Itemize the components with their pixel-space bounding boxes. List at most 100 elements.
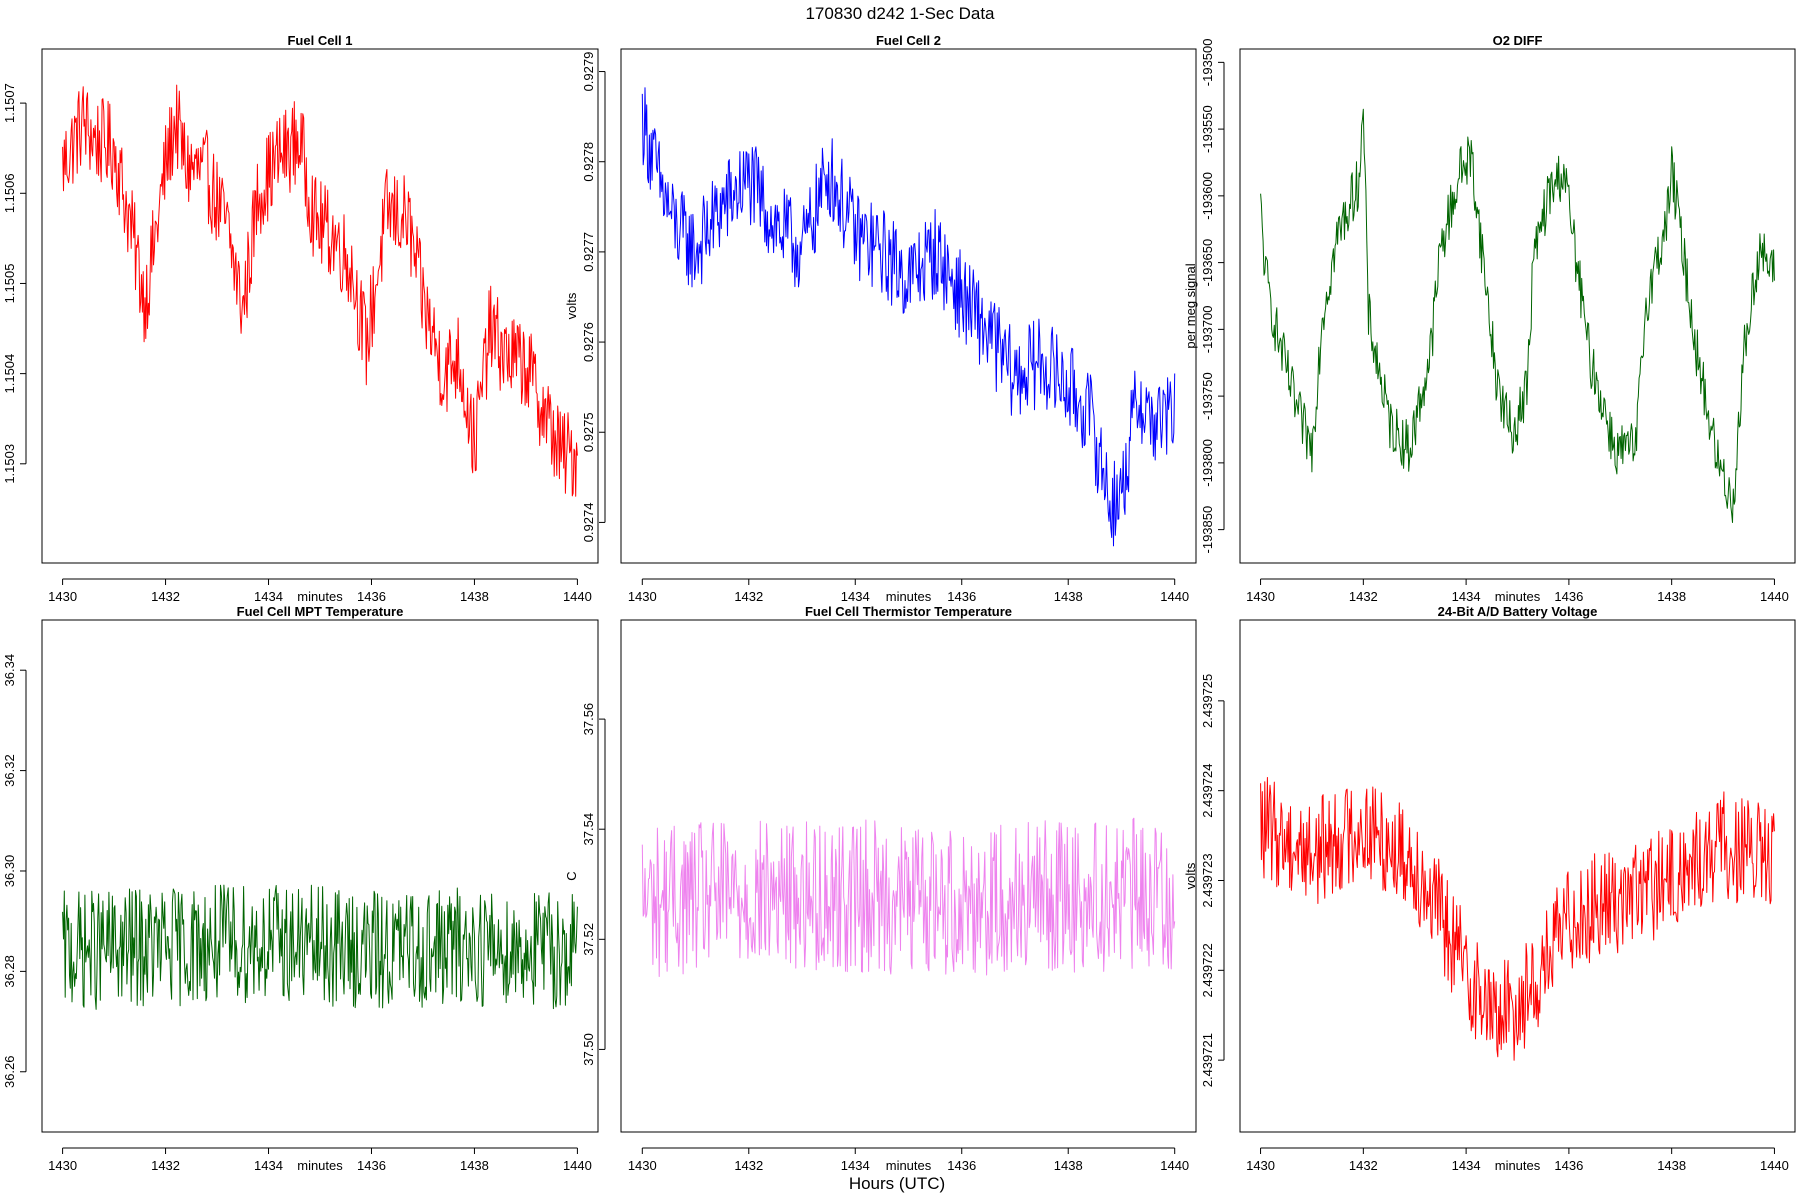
chart-panel-4: Fuel Cell MPT Temperature 1430 1432 1434 143… xyxy=(2,604,599,1173)
x-tick-label: 1430 xyxy=(628,1158,657,1173)
x-tick-label: 1434 xyxy=(1452,589,1481,604)
x-axis-label: minutes xyxy=(297,589,343,604)
y-tick-label: 2.439724 xyxy=(1200,764,1215,818)
y-tick-label: 0.9277 xyxy=(581,232,596,272)
chart-panels: Fuel Cell 1 1430 1432 1434 1436 1438 1440 minut… xyxy=(2,33,1796,1173)
y-tick-label: 36.30 xyxy=(2,855,17,888)
x-tick-label: 1436 xyxy=(947,1158,976,1173)
x-tick-label: 1440 xyxy=(1760,589,1789,604)
x-tick-label: 1436 xyxy=(1554,1158,1583,1173)
y-tick-label: 1.1504 xyxy=(2,354,17,394)
panel-title: Fuel Cell 2 xyxy=(876,33,941,48)
y-tick-label: 36.26 xyxy=(2,1055,17,1088)
x-tick-label: 1436 xyxy=(357,1158,386,1173)
series-line xyxy=(641,87,1176,547)
y-tick-label: -193550 xyxy=(1200,105,1215,153)
y-tick-label: 2.439723 xyxy=(1200,853,1215,907)
x-tick-label: 1430 xyxy=(1246,1158,1275,1173)
x-tick-label: 1432 xyxy=(734,1158,763,1173)
y-tick-label: -193750 xyxy=(1200,372,1215,420)
x-tick-label: 1440 xyxy=(563,589,592,604)
x-axis-label: minutes xyxy=(297,1158,343,1173)
y-tick-label: 36.28 xyxy=(2,955,17,988)
y-tick-label: 0.9276 xyxy=(581,322,596,362)
y-tick-label: 1.1505 xyxy=(2,264,17,304)
chart-panel-3: O2 DIFF 1430 1432 1434 1436 1438 1440 minutes -1… xyxy=(1183,33,1796,604)
panel-title: O2 DIFF xyxy=(1493,33,1543,48)
panel-title: Fuel Cell MPT Temperature xyxy=(237,604,404,619)
x-tick-label: 1438 xyxy=(460,589,489,604)
x-tick-label: 1440 xyxy=(563,1158,592,1173)
series-line xyxy=(1260,777,1775,1061)
series-line xyxy=(641,817,1176,977)
x-tick-label: 1432 xyxy=(1349,1158,1378,1173)
y-tick-label: 2.439722 xyxy=(1200,943,1215,997)
x-tick-label: 1430 xyxy=(48,589,77,604)
y-tick-label: 37.52 xyxy=(581,923,596,956)
x-axis-label: minutes xyxy=(886,1158,932,1173)
x-tick-label: 1430 xyxy=(628,589,657,604)
panel-title: Fuel Cell 1 xyxy=(287,33,352,48)
x-tick-label: 1440 xyxy=(1160,589,1189,604)
y-tick-label: -193650 xyxy=(1200,239,1215,287)
x-tick-label: 1440 xyxy=(1760,1158,1789,1173)
y-tick-label: -193700 xyxy=(1200,306,1215,354)
y-tick-label: 1.1507 xyxy=(2,83,17,123)
figure-title: 170830 d242 1-Sec Data xyxy=(805,4,995,23)
plot-frame xyxy=(41,48,599,564)
y-axis-label: C xyxy=(564,871,579,880)
y-tick-label: 1.1503 xyxy=(2,444,17,484)
chart-panel-2: Fuel Cell 2 1430 1432 1434 1436 1438 1440 minut… xyxy=(564,33,1197,604)
y-tick-label: 36.32 xyxy=(2,754,17,787)
x-tick-label: 1434 xyxy=(1452,1158,1481,1173)
series-line xyxy=(1260,108,1775,523)
x-tick-label: 1438 xyxy=(460,1158,489,1173)
y-tick-label: 1.1506 xyxy=(2,173,17,213)
x-axis-label: minutes xyxy=(886,589,932,604)
y-tick-label: 0.9275 xyxy=(581,412,596,452)
x-tick-label: 1436 xyxy=(357,589,386,604)
plot-frame xyxy=(41,619,599,1133)
x-tick-label: 1432 xyxy=(151,589,180,604)
plot-frame xyxy=(1239,48,1796,564)
y-tick-label: 0.9278 xyxy=(581,142,596,182)
x-tick-label: 1434 xyxy=(841,1158,870,1173)
y-axis-label: per meg signal xyxy=(1183,263,1198,348)
x-tick-label: 1434 xyxy=(254,589,283,604)
x-tick-label: 1430 xyxy=(1246,589,1275,604)
plot-frame xyxy=(620,619,1197,1133)
series-line xyxy=(62,84,578,497)
y-tick-label: 2.439725 xyxy=(1200,674,1215,728)
x-axis-label: minutes xyxy=(1495,1158,1541,1173)
x-tick-label: 1432 xyxy=(734,589,763,604)
x-tick-label: 1438 xyxy=(1657,589,1686,604)
x-tick-label: 1432 xyxy=(151,1158,180,1173)
x-tick-label: 1440 xyxy=(1160,1158,1189,1173)
chart-panel-5: Fuel Cell Thermistor Temperature 1430 1432… xyxy=(564,604,1197,1173)
y-tick-label: 37.56 xyxy=(581,703,596,736)
x-tick-label: 1430 xyxy=(48,1158,77,1173)
chart-panel-1: Fuel Cell 1 1430 1432 1434 1436 1438 1440 minut… xyxy=(2,33,599,604)
x-axis-label: minutes xyxy=(1495,589,1541,604)
y-tick-label: 2.439721 xyxy=(1200,1033,1215,1087)
panel-title: Fuel Cell Thermistor Temperature xyxy=(805,604,1012,619)
y-tick-label: -193800 xyxy=(1200,439,1215,487)
x-tick-label: 1438 xyxy=(1054,589,1083,604)
x-tick-label: 1434 xyxy=(254,1158,283,1173)
y-tick-label: -193850 xyxy=(1200,506,1215,554)
y-tick-label: 37.54 xyxy=(581,813,596,846)
x-tick-label: 1438 xyxy=(1657,1158,1686,1173)
x-tick-label: 1434 xyxy=(841,589,870,604)
x-tick-label: 1432 xyxy=(1349,589,1378,604)
y-axis-label: volts xyxy=(1183,862,1198,889)
plot-frame xyxy=(620,48,1197,564)
y-tick-label: 37.50 xyxy=(581,1033,596,1066)
x-tick-label: 1436 xyxy=(1554,589,1583,604)
y-tick-label: 36.34 xyxy=(2,654,17,687)
panel-title: 24-Bit A/D Battery Voltage xyxy=(1438,604,1598,619)
y-tick-label: 0.9279 xyxy=(581,52,596,92)
chart-panel-6: 24-Bit A/D Battery Voltage 1430 1432 1434 14… xyxy=(1183,604,1796,1173)
x-tick-label: 1438 xyxy=(1054,1158,1083,1173)
x-tick-label: 1436 xyxy=(947,589,976,604)
